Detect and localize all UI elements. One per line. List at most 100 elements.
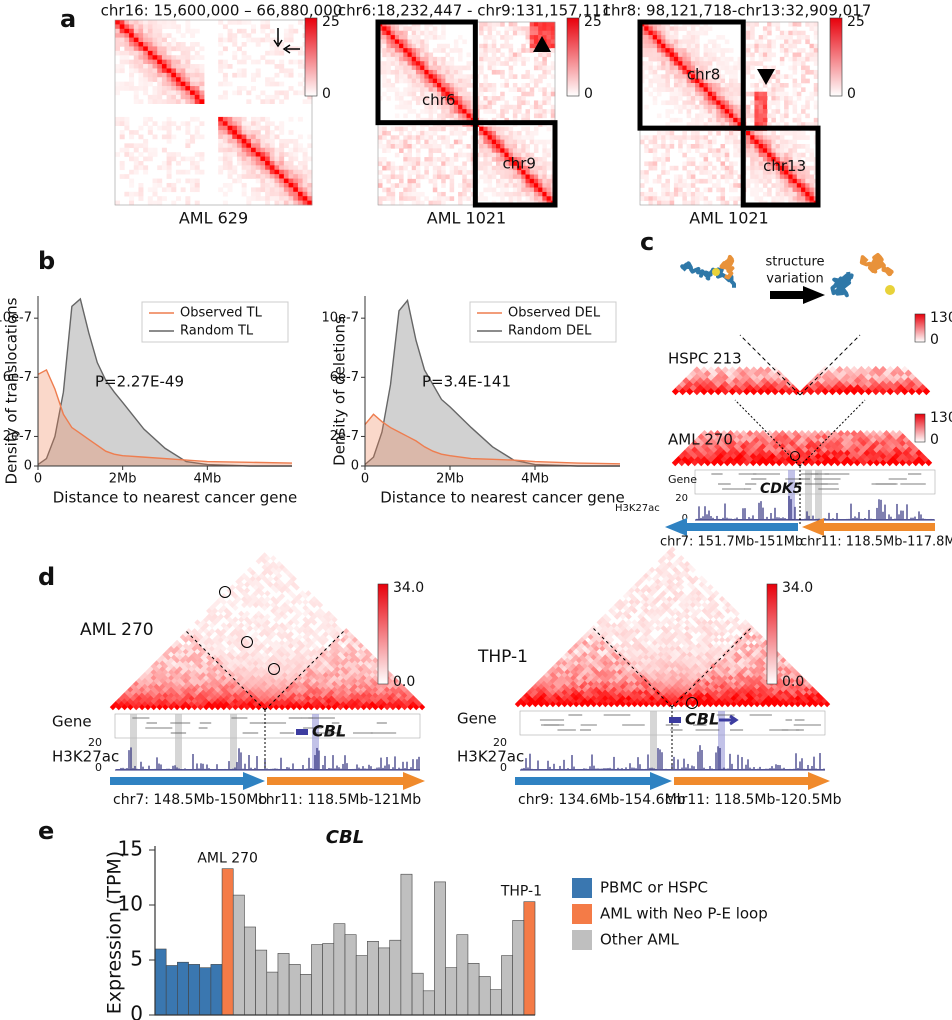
heatmap-cell [241,165,247,171]
heatmap-cell [220,593,227,600]
heatmap-cell [161,134,167,140]
heatmap-cell [251,37,257,43]
heatmap-cell [707,148,713,154]
heatmap-cell [241,86,247,91]
sample-label: HSPC 213 [668,350,742,368]
heatmap-cell [792,130,798,136]
heatmap-cell [415,74,421,79]
heatmap-cell [686,78,692,84]
heatmap-cell [293,59,299,65]
heatmap-cell [269,182,275,188]
bar-label: THP-1 [500,884,542,900]
heatmap-cell [533,83,539,88]
heatmap-cell [290,593,297,600]
heatmap-cell [508,43,514,49]
heatmap-cell [725,369,733,378]
heatmap-cell [699,161,704,167]
heatmap-cell [211,607,219,614]
heatmap-cell [144,680,152,687]
heatmap-cell [236,143,242,149]
colorbar-label: 0 [322,86,331,102]
heatmap-cell [652,200,658,206]
heatmap-cell [665,187,670,193]
heatmap-cell [496,178,501,184]
heatmap-cell [147,28,153,34]
heatmap-cell [407,26,413,32]
heatmap-cell [784,122,789,127]
heatmap-cell [246,566,254,574]
heatmap-cell [720,174,726,180]
heatmap-cell [203,645,210,652]
heatmap-cell [243,610,251,617]
heatmap-cell [119,59,125,65]
heatmap-cell [129,182,135,188]
heatmap-cell [115,698,122,705]
heatmap-cell [190,138,196,144]
heatmap-cell [550,61,556,66]
heatmap-cell [801,130,806,136]
heatmap-cell [771,165,776,171]
heatmap-cell [821,387,830,396]
heatmap-cell [432,174,438,180]
heatmap-cell [283,174,289,179]
heatmap-cell [656,174,662,180]
heatmap-cell [661,48,666,53]
heatmap-cell [171,72,177,78]
heatmap-cell [302,628,309,635]
heatmap-cell [403,26,408,32]
heatmap-cell [445,43,450,49]
heatmap-cell [251,156,257,162]
heatmap-cell [695,30,700,36]
heatmap-cell [441,178,446,184]
heatmap-cell [512,26,518,32]
heatmap-cell [729,183,734,188]
heatmap-cell [758,122,764,127]
heatmap-cell [682,178,687,184]
heatmap-cell [218,50,224,56]
heatmap-cell [407,139,413,145]
heatmap-cell [124,81,130,87]
heatmap-cell [762,109,768,114]
heatmap-cell [407,83,413,88]
heatmap-cell [669,117,675,123]
heatmap-cell [293,584,300,591]
heatmap-cell [307,191,313,197]
heatmap-cell [733,96,738,101]
heatmap-cell [754,83,759,88]
heatmap-cell [673,165,679,171]
heatmap-cell [307,174,313,179]
heatmap-cell [403,48,408,53]
heatmap-cell [171,86,177,91]
heatmap-cell [403,91,408,97]
heatmap-cell [185,28,191,34]
heatmap-cell [767,152,772,158]
heatmap-cell [260,160,266,166]
heatmap-cell [767,78,772,84]
heatmap-cell [222,72,228,78]
heatmap-cell [288,160,294,166]
heatmap-cell [437,157,442,162]
heatmap-cell [500,144,505,149]
heatmap-cell [525,126,531,132]
heatmap-cell [279,125,285,131]
heatmap-cell [232,42,238,47]
heatmap-cell [302,152,308,157]
heatmap-cell [656,26,662,32]
heatmap-cell [805,100,810,106]
heatmap-cell [185,680,192,687]
heatmap-cell [788,39,793,45]
heatmap-cell [529,183,535,188]
heatmap-cell [411,56,417,62]
heatmap-cell [707,387,715,396]
heatmap-cell [424,65,429,71]
heatmap-cell [512,30,518,36]
map-caption: AML 1021 [689,209,768,228]
heatmap-cell [399,170,404,175]
heatmap-cell [665,43,670,49]
heatmap-cell [690,183,696,188]
colorbar [566,17,580,97]
heatmap-cell [428,87,434,93]
heatmap-cell [382,135,387,140]
heatmap-cell [521,148,526,154]
